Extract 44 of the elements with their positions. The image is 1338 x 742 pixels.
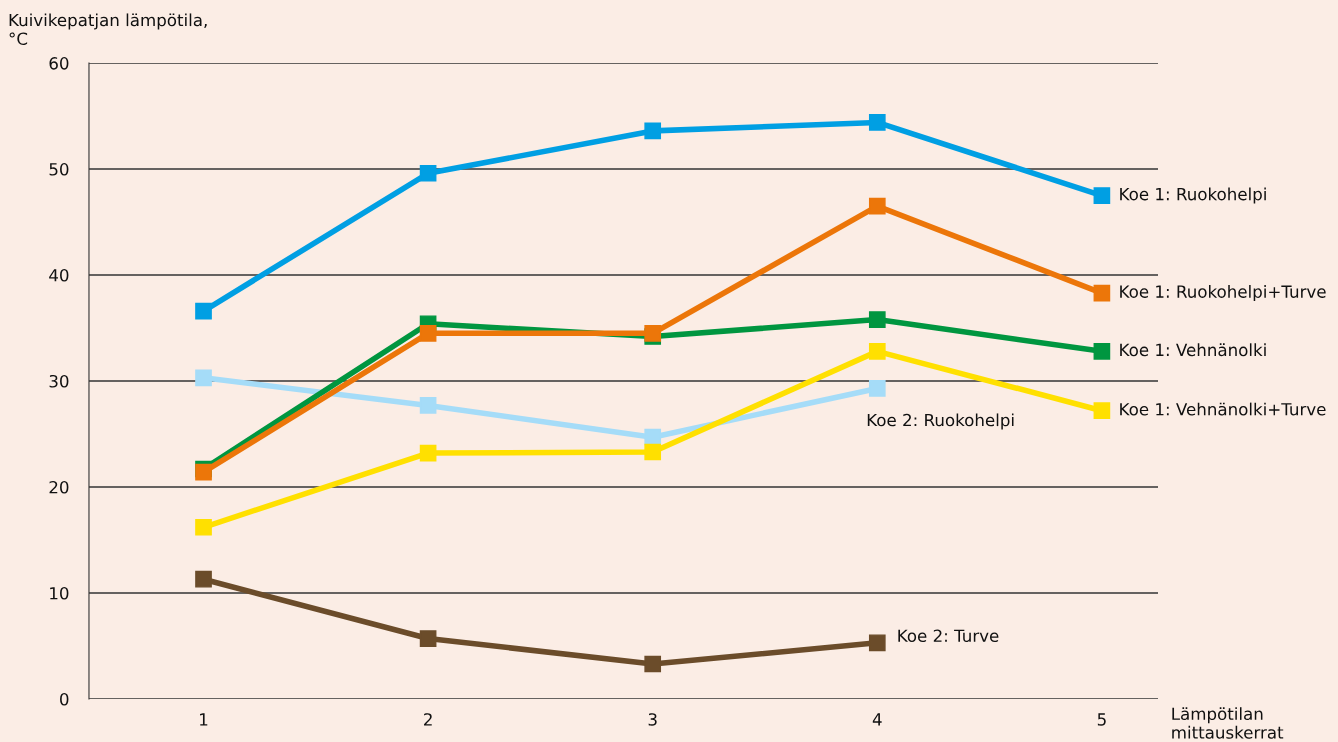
point [644, 443, 662, 461]
point [419, 397, 437, 414]
point [644, 324, 662, 342]
y-tick-label: 20 [49, 480, 69, 494]
point [195, 369, 212, 387]
point [195, 570, 212, 588]
y-axis-title: Kuivikepatjan lämpötila, °C [9, 13, 207, 45]
point [868, 634, 886, 652]
point [195, 302, 212, 320]
point [1093, 402, 1111, 420]
point [419, 324, 437, 342]
series-label: Koe 1: Vehnänolki [1120, 343, 1266, 357]
x-axis-title: Lämpötilan mittauskerrat [1172, 707, 1284, 739]
point [868, 114, 886, 131]
point [419, 630, 437, 647]
x-tick-label: 1 [200, 713, 208, 726]
y-tick-label: 10 [50, 586, 69, 600]
y-tick-label: 0 [60, 692, 69, 706]
point [644, 655, 662, 673]
point [868, 197, 886, 215]
y-tick-label: 30 [49, 374, 69, 388]
x-tick-label: 3 [648, 713, 657, 726]
point [868, 380, 886, 397]
point [419, 444, 437, 462]
x-tick-label: 2 [424, 713, 432, 726]
x-tick-label: 4 [872, 713, 882, 726]
point [1093, 187, 1111, 204]
point [419, 164, 437, 182]
series-label: Koe 1: Vehnänolki+Turve [1120, 402, 1326, 416]
point [644, 428, 662, 446]
point [644, 122, 662, 140]
y-tick-label: 60 [49, 57, 69, 70]
series-label: Koe 1: Ruokohelpi+Turve [1120, 284, 1326, 302]
point [868, 311, 886, 328]
point [868, 343, 886, 360]
y-tick-label: 40 [49, 269, 69, 282]
point [195, 518, 212, 536]
point [1093, 284, 1111, 302]
point [1093, 343, 1111, 360]
y-tick-label: 50 [49, 163, 69, 176]
x-tick-label: 5 [1097, 713, 1106, 726]
series-label: Koe 1: Ruokohelpi [1120, 187, 1266, 204]
series-label: Koe 2: Ruokohelpi [867, 413, 1014, 430]
series-label: Koe 2: Turve [898, 629, 999, 643]
